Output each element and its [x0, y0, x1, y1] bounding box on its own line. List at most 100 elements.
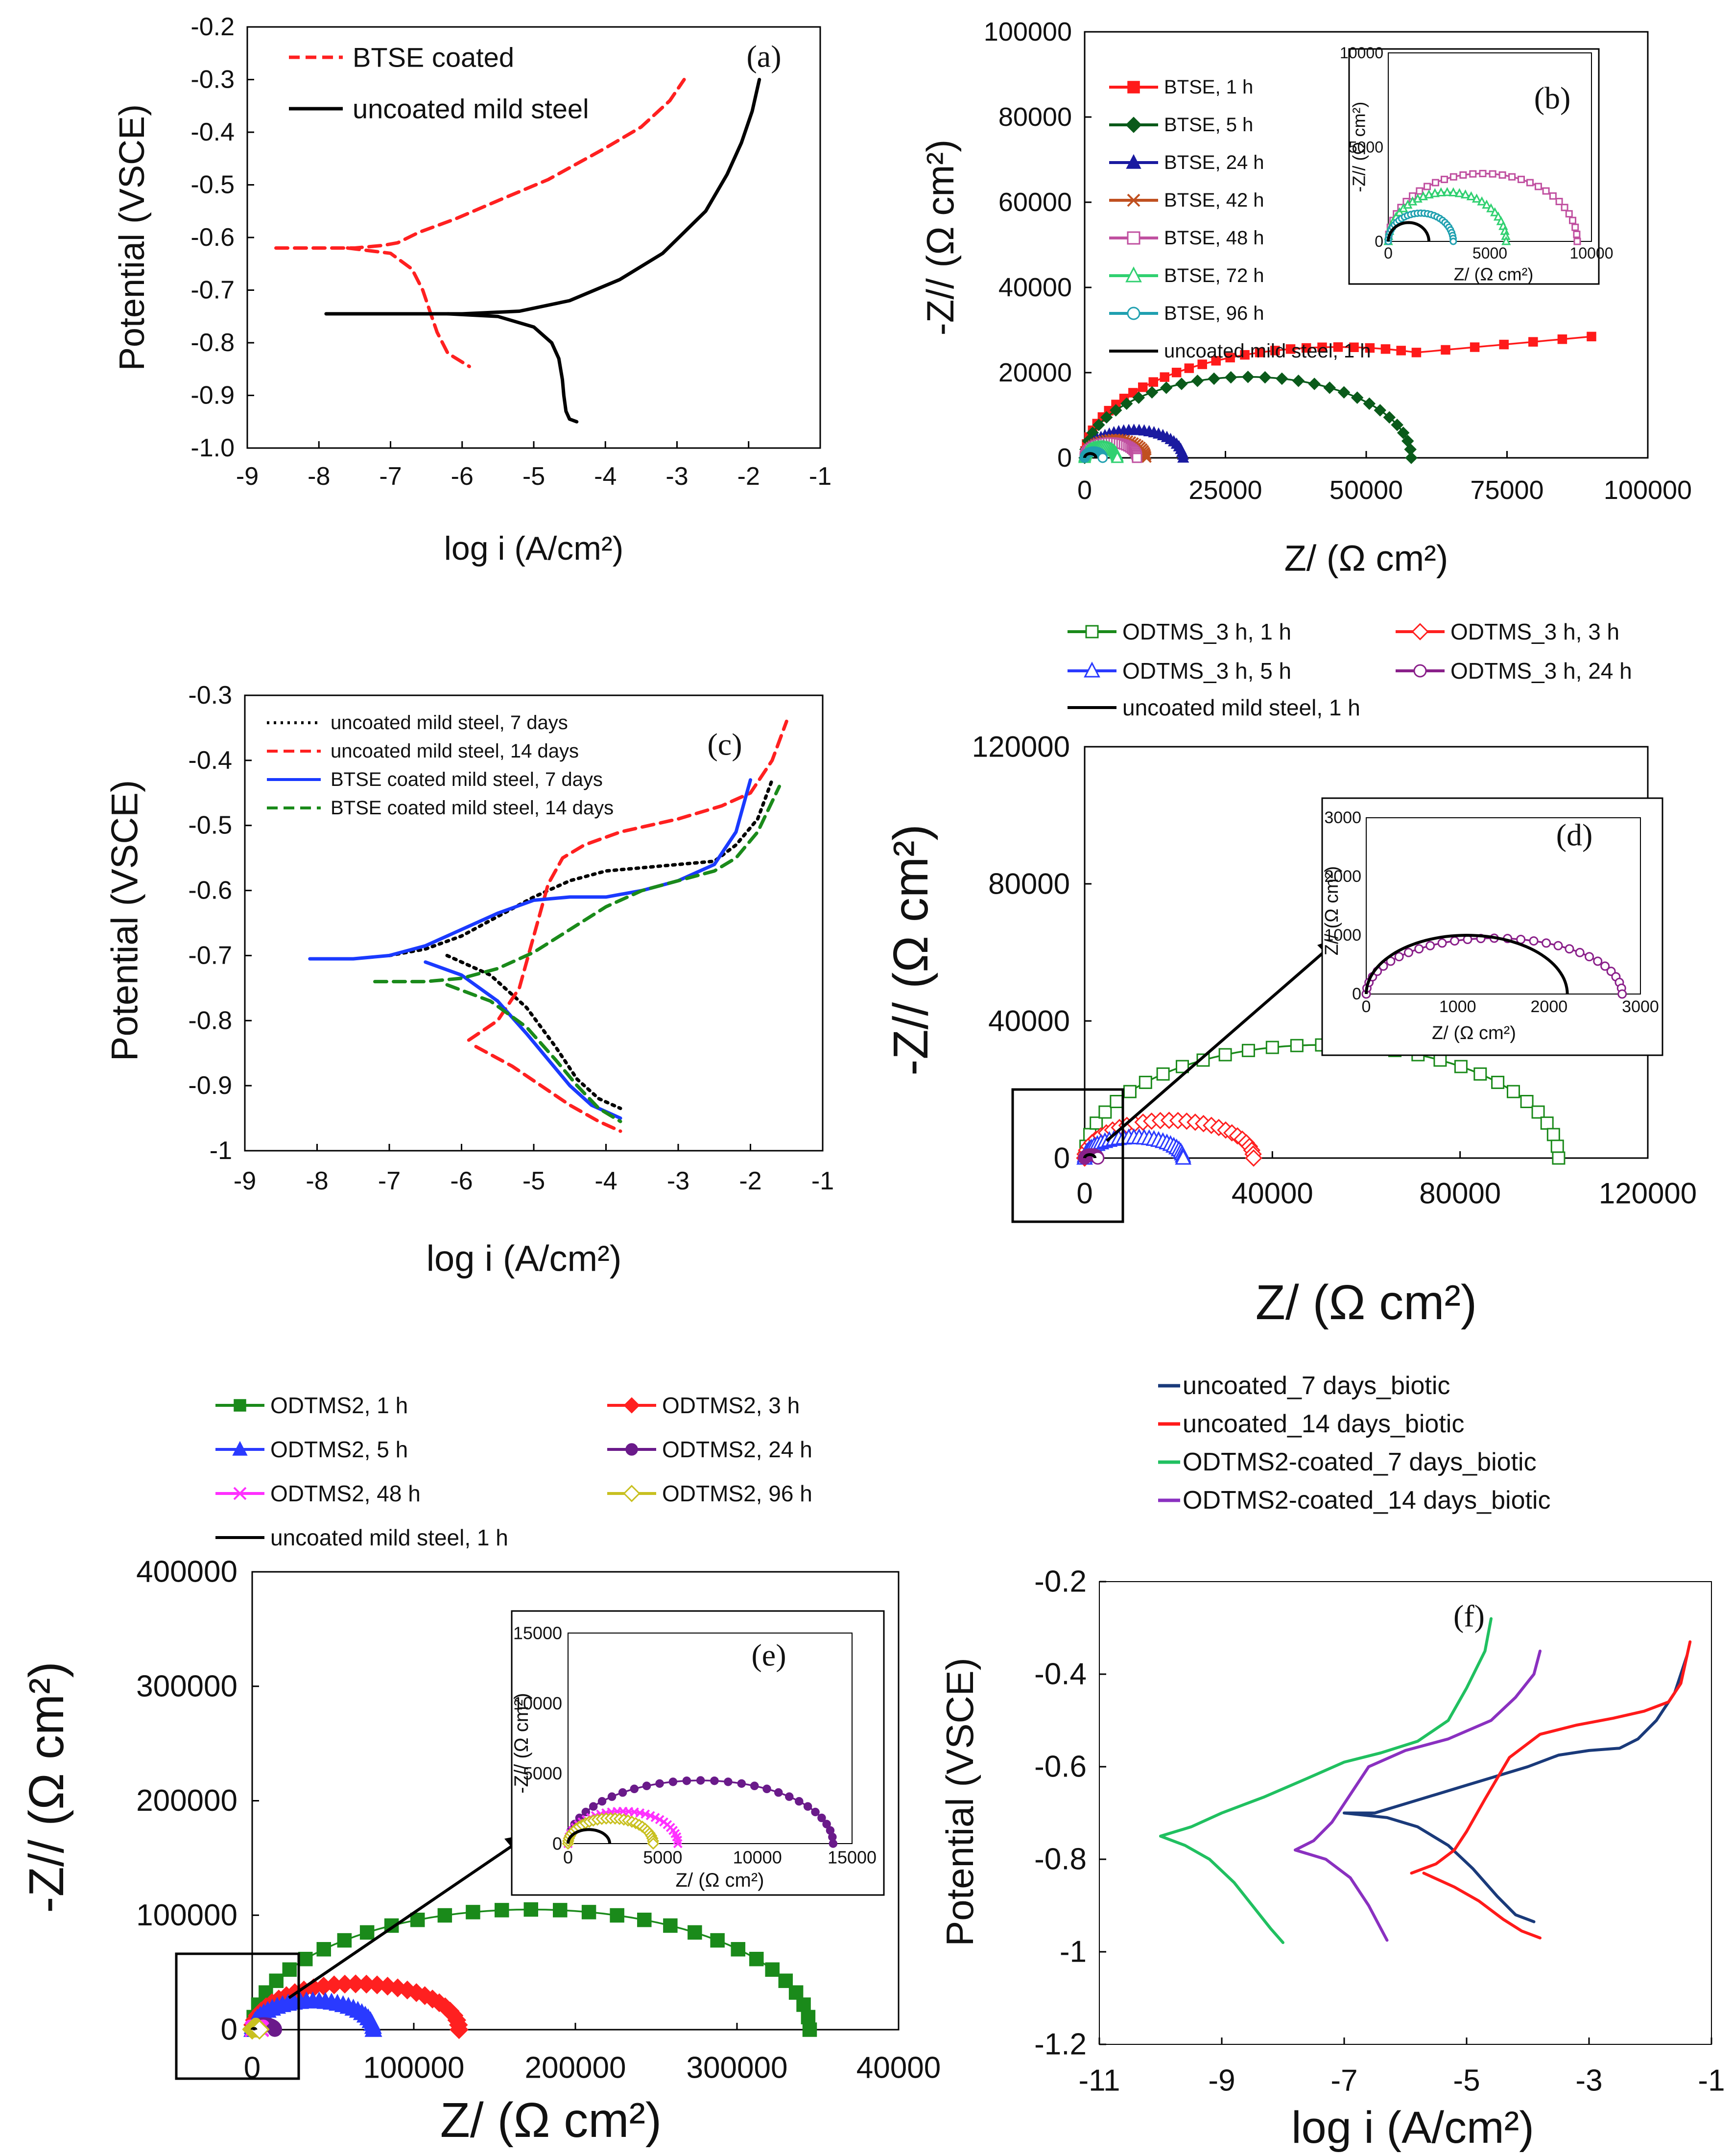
panel-e-series-point [523, 1902, 538, 1917]
panel-d-inset-series-point [1585, 952, 1594, 962]
panel-b-series-point [1208, 372, 1220, 385]
panel-b-series-point [1140, 449, 1151, 459]
panel-b-series-point [1396, 346, 1406, 355]
panel-b-series-point [1411, 348, 1422, 357]
panel-b-series-point [1276, 372, 1288, 385]
panel-d-legend-item-label: ODTMS_3 h, 1 h [1122, 619, 1291, 644]
panel-d-series-point [1473, 1067, 1487, 1081]
panel-e-xtick-label: 200000 [525, 2051, 626, 2085]
panel-b-series-point [1224, 371, 1237, 384]
panel-d-inset-series-point [1600, 961, 1610, 971]
panel-e-series-point [802, 2022, 817, 2037]
panel-e-inset-ytick-label: 5000 [523, 1763, 562, 1783]
panel-d-series-point [1552, 1151, 1566, 1165]
panel-b-xtick-label: 50000 [1329, 475, 1403, 505]
panel-b-series-point [1177, 451, 1189, 463]
panel-b-legend-item-marker [1126, 154, 1141, 169]
panel-e-inset-series-point [641, 1809, 650, 1819]
panel-f-ytick-label: -1 [1060, 1935, 1087, 1969]
panel-e-series-point [749, 1951, 764, 1966]
panel-e-inset-series-point [750, 1781, 759, 1790]
panel-b-series-point [1528, 337, 1538, 347]
panel-e-xtick-label: 100000 [363, 2051, 465, 2085]
panel-e-inset-xtick-label: 10000 [733, 1848, 782, 1868]
panel-b-ytick-label: 80000 [998, 102, 1072, 132]
panel-f-ytick-label: -0.6 [1034, 1750, 1087, 1784]
panel-e-legend-item-marker [232, 1441, 248, 1456]
panel-b-series-point [1301, 343, 1311, 353]
panel-b-series-point [1285, 344, 1296, 354]
panel-b-legend-item-label: BTSE, 48 h [1164, 227, 1264, 249]
panel-e-series-point [637, 1913, 652, 1927]
panel-e-legend-item-label: ODTMS2, 1 h [270, 1393, 408, 1418]
panel-d-inset-ylabel: Z// (Ω cm²) [1322, 866, 1342, 955]
panel-a-xlabel: log i (A/cm²) [444, 530, 623, 567]
panel-b-series-point [1258, 371, 1272, 384]
panel-e-series-point [688, 1925, 702, 1940]
panel-d-inset-ytick-label: 1000 [1324, 926, 1361, 945]
panel-c-xtick-label: -8 [306, 1167, 328, 1195]
panel-e-inset-ytick-label: 10000 [513, 1693, 562, 1713]
panel-e-label: (e) [751, 1638, 786, 1673]
panel-d-inset-series-point [1542, 938, 1551, 948]
panel-a-xtick-label: -1 [809, 462, 831, 491]
panel-b-legend-item-marker [1127, 231, 1140, 245]
panel-b-series-point [1374, 404, 1387, 417]
panel-a-xtick-label: -5 [522, 462, 545, 491]
panel-c-series [424, 960, 622, 1120]
panel-e-legend-item-marker [625, 1443, 638, 1456]
panel-e-ytick-label: 300000 [136, 1669, 237, 1703]
panel-b-series-point [1225, 353, 1235, 363]
panel-c-xtick-label: -6 [450, 1167, 473, 1195]
panel-b-ytick-label: 20000 [998, 358, 1072, 387]
panel-e-inset-series-point [817, 1813, 826, 1823]
panel-d-series-point [1175, 1149, 1192, 1165]
panel-b-series-point [1405, 451, 1418, 464]
panel-b-series-point [1323, 381, 1336, 394]
panel-d-inset-series-point [1414, 944, 1424, 954]
panel-b-inset-series-point [1440, 175, 1448, 183]
panel-b-legend-item-label: BTSE, 5 h [1164, 114, 1253, 136]
panel-d-inset-xlabel: Z/ (Ω cm²) [1432, 1023, 1516, 1043]
panel-f-legend-label: ODTMS2-coated_7 days_biotic [1183, 1448, 1537, 1476]
panel-d-xlabel: Z/ (Ω cm²) [1256, 1275, 1477, 1330]
panel-b-inset-series-point [1416, 187, 1424, 195]
panel-b-inset-xlabel: Z/ (Ω cm²) [1454, 264, 1534, 284]
panel-a-label: (a) [746, 39, 781, 74]
panel-c-ytick-label: -0.8 [188, 1006, 232, 1035]
panel-e-series-point [710, 1933, 725, 1948]
panel-f-xtick-label: -9 [1208, 2064, 1235, 2098]
panel-e-series-point [437, 1908, 452, 1923]
panel-b-inset-series-point [1424, 189, 1434, 199]
panel-a-xtick-label: -7 [379, 462, 402, 491]
panel-d-inset-series-point [1553, 941, 1563, 950]
panel-d-series-point [1156, 1067, 1170, 1081]
panel-e-series-point [359, 1925, 375, 1940]
panel-e-legend-item-label: ODTMS2, 24 h [662, 1437, 812, 1462]
panel-c-series [445, 983, 622, 1123]
panel-d-series-point [1520, 1095, 1534, 1108]
panel-b-series-point [1240, 350, 1250, 360]
panel-b-series-point [1148, 377, 1159, 387]
panel-f-ytick-label: -0.8 [1034, 1843, 1087, 1876]
panel-e-legend-item-marker [234, 1399, 246, 1412]
panel-d-inset-frame [1366, 817, 1641, 995]
panel-a-ytick-label: -0.9 [190, 381, 235, 410]
panel-a-series [346, 246, 471, 368]
panel-f-xtick-label: -7 [1330, 2064, 1357, 2098]
panel-b-series-point [1132, 391, 1145, 404]
panel-d-series-point [1098, 1105, 1112, 1119]
panel-e-inset-series-point [762, 1784, 771, 1794]
panel-c-xtick-label: -2 [739, 1167, 761, 1195]
panel-a-frame [246, 26, 821, 449]
panel-b-series-point [1241, 370, 1255, 383]
panel-e-inset-series-point [668, 1777, 678, 1786]
panel-c-ytick-label: -0.3 [188, 681, 232, 710]
panel-b-inset-series-point [1436, 187, 1446, 196]
panel-c-ytick-label: -0.5 [188, 811, 232, 840]
panel-c-series [467, 719, 788, 1042]
panel-d-legend-item-marker [1413, 664, 1427, 678]
panel-e-inset-series-point [607, 1792, 617, 1801]
panel-e-inset-xtick-label: 5000 [643, 1848, 682, 1868]
panel-b-series-point [1363, 397, 1376, 410]
